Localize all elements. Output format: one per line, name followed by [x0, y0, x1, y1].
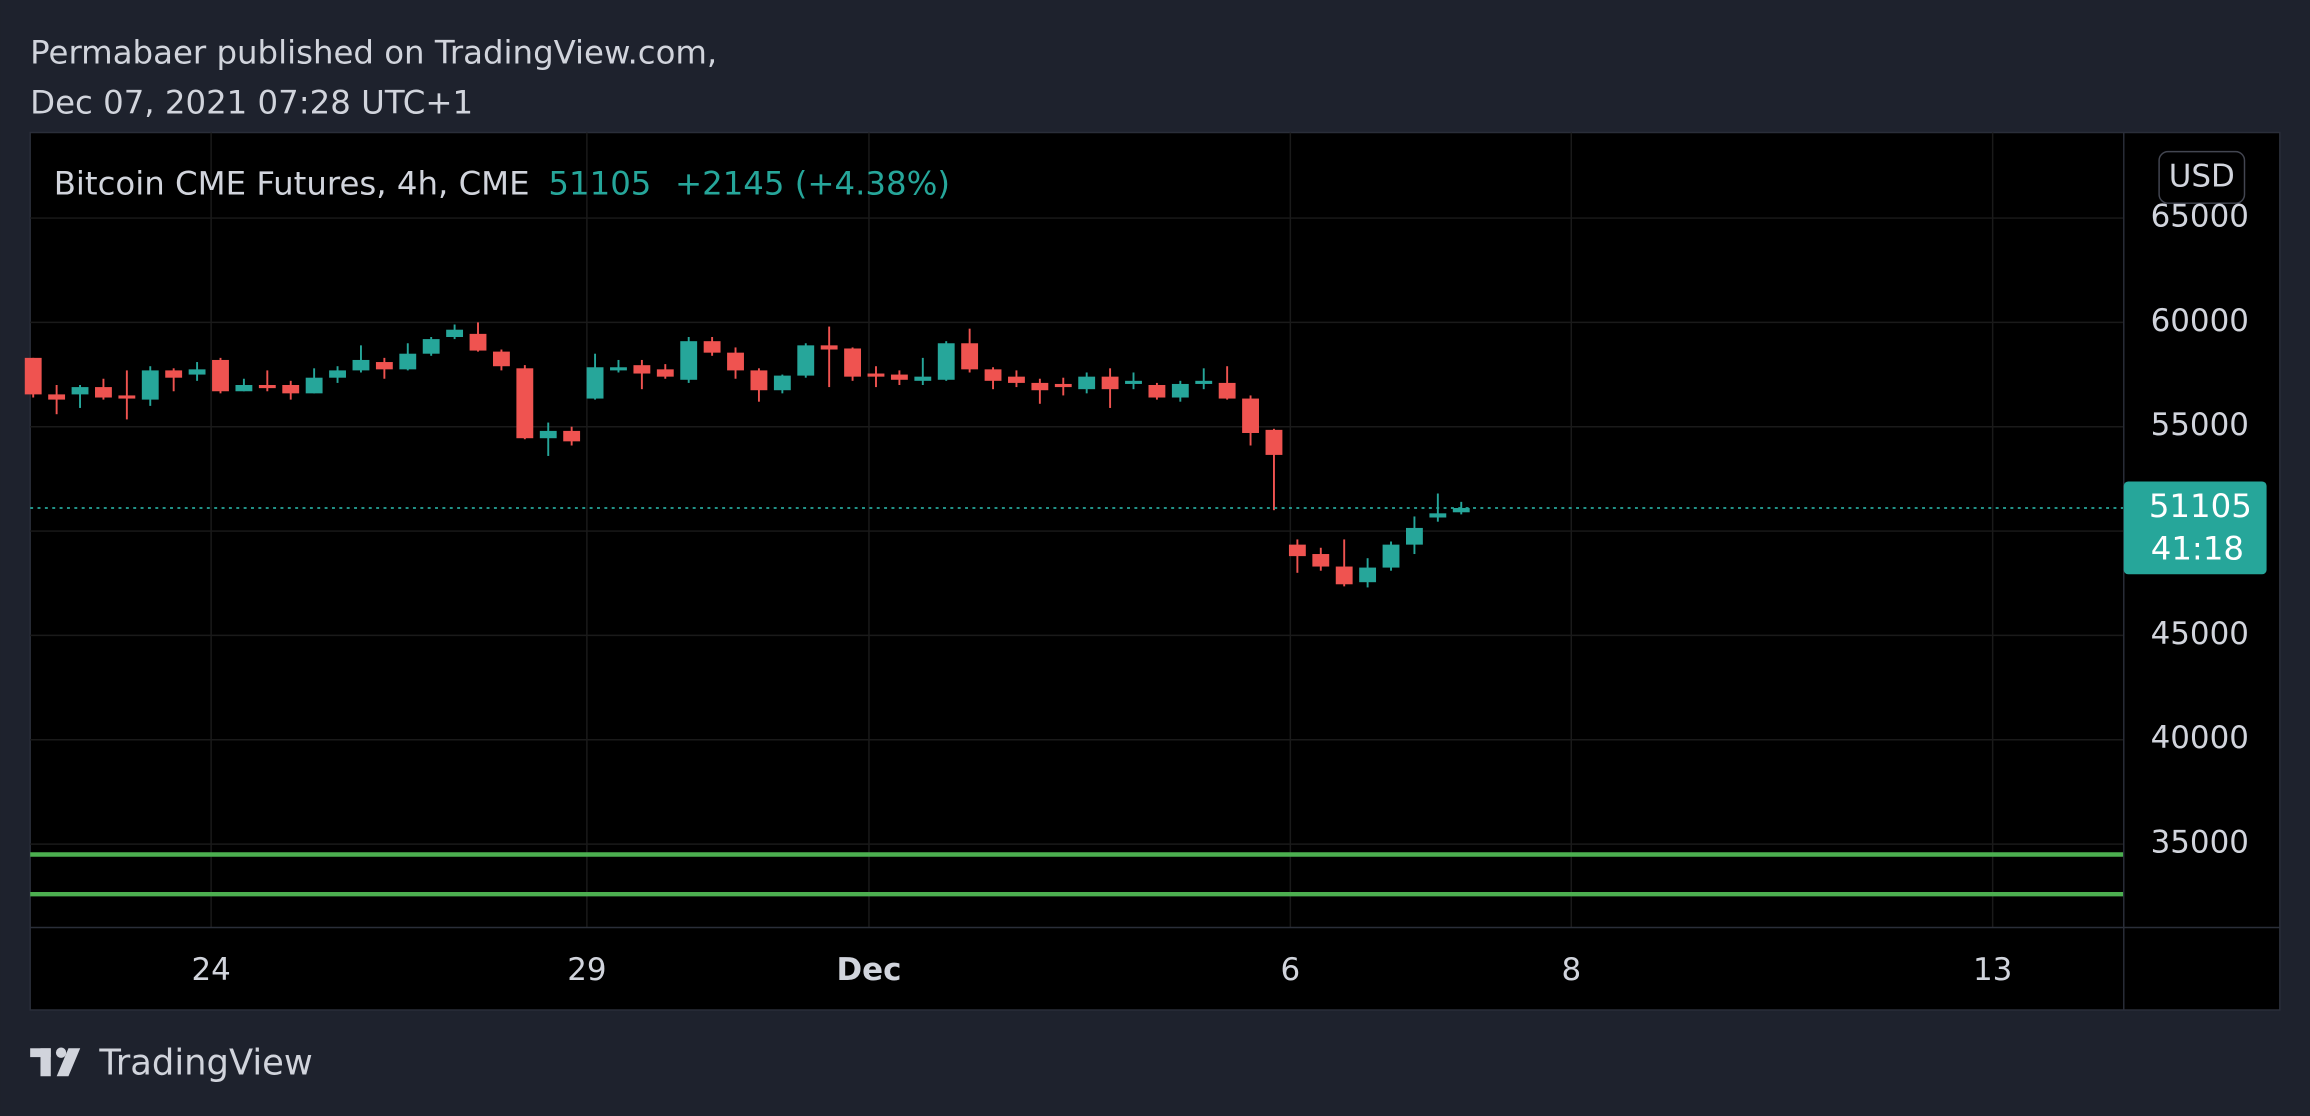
tv-logo: [30, 1047, 81, 1077]
candle-body: [188, 369, 206, 375]
candle-body: [1452, 508, 1470, 513]
chart-frame: [29, 131, 2281, 1011]
candle-body: [1312, 554, 1330, 567]
candle-body: [1148, 384, 1166, 398]
candle-body: [1359, 567, 1377, 583]
candle-body: [399, 353, 417, 370]
candle-body: [610, 367, 627, 371]
currency-button[interactable]: [2158, 150, 2246, 204]
candle-body: [516, 368, 534, 439]
candle-body: [329, 370, 346, 378]
candle-body: [984, 369, 1002, 381]
candle-body: [1429, 513, 1447, 518]
candle-body: [422, 339, 440, 354]
candle-body: [1382, 544, 1400, 568]
candle-body: [492, 351, 510, 367]
candle-body: [1406, 527, 1423, 545]
x-tick-label: 29: [567, 952, 606, 988]
candle-body: [1078, 376, 1096, 390]
candle-body: [258, 384, 276, 389]
candle-body: [71, 387, 89, 395]
candle-body: [1101, 376, 1119, 390]
brand: TradingView: [98, 1042, 312, 1083]
candle-body: [212, 359, 229, 392]
candle-body: [867, 373, 885, 377]
candle-body: [1171, 383, 1189, 398]
candle-body: [1125, 380, 1142, 384]
candle-body: [118, 395, 136, 399]
candle-body: [1265, 429, 1283, 455]
y-tick-label: 45000: [2151, 616, 2249, 652]
y-tick-label: 40000: [2151, 720, 2249, 756]
title-price: 51105: [548, 165, 651, 203]
candle-body: [24, 357, 42, 395]
symbol-title: Bitcoin CME Futures, 4h, CME: [54, 165, 530, 203]
candle-body: [890, 374, 908, 380]
x-tick-label: Dec: [836, 952, 901, 988]
publisher: Permabaer published on TradingView.com,: [30, 33, 717, 71]
publish-date: Dec 07, 2021 07:28 UTC+1: [30, 84, 473, 122]
candle-body: [446, 329, 464, 338]
candle-body: [1008, 376, 1025, 383]
y-tick-label: 60000: [2151, 303, 2249, 339]
candle-body: [1335, 566, 1353, 585]
candle-body: [375, 362, 393, 370]
candle-body: [305, 377, 323, 394]
x-tick-label: 13: [1973, 952, 2012, 988]
candle-body: [914, 376, 932, 381]
candle-body: [141, 370, 159, 400]
plot: [24, 132, 2124, 928]
title-change: +2145 (+4.38%): [675, 165, 950, 203]
x-tick-label: 6: [1281, 952, 1301, 988]
candle-body: [773, 375, 791, 391]
candle-body: [844, 348, 862, 377]
candle-body: [1054, 383, 1072, 388]
candle-body: [1031, 382, 1049, 391]
price-badge: [2123, 481, 2267, 575]
x-tick-label: 8: [1561, 952, 1581, 988]
candle-body: [1218, 382, 1236, 399]
y-tick-label: 65000: [2151, 199, 2249, 235]
candle-body: [937, 343, 955, 380]
countdown: 41:18: [2151, 530, 2244, 568]
candle-body: [1288, 544, 1306, 557]
candle-body: [282, 384, 300, 394]
candle-body: [727, 352, 744, 371]
candle-body: [1195, 380, 1213, 384]
candle-body: [703, 341, 721, 353]
candle-body: [797, 345, 815, 376]
candle-body: [95, 387, 112, 398]
candle-body: [656, 369, 674, 377]
candle-body: [586, 367, 604, 399]
candle-body: [539, 430, 557, 439]
candle-body: [750, 370, 768, 391]
candle-body: [469, 333, 487, 351]
candle-body: [820, 345, 838, 350]
currency[interactable]: USD: [2169, 159, 2235, 195]
candle-body: [165, 370, 183, 378]
candle-body: [680, 341, 698, 380]
candle-body: [48, 394, 66, 400]
y-tick-label: 55000: [2151, 407, 2249, 443]
price-badge-value: 51105: [2149, 487, 2252, 525]
x-tick-label: 24: [191, 952, 230, 988]
candle-body: [961, 343, 979, 370]
candle-body: [235, 384, 253, 392]
candle-body: [1242, 398, 1259, 433]
candle-body: [633, 365, 651, 374]
y-tick-label: 35000: [2151, 825, 2249, 861]
candle-body: [563, 430, 581, 442]
candle-body: [352, 359, 370, 371]
